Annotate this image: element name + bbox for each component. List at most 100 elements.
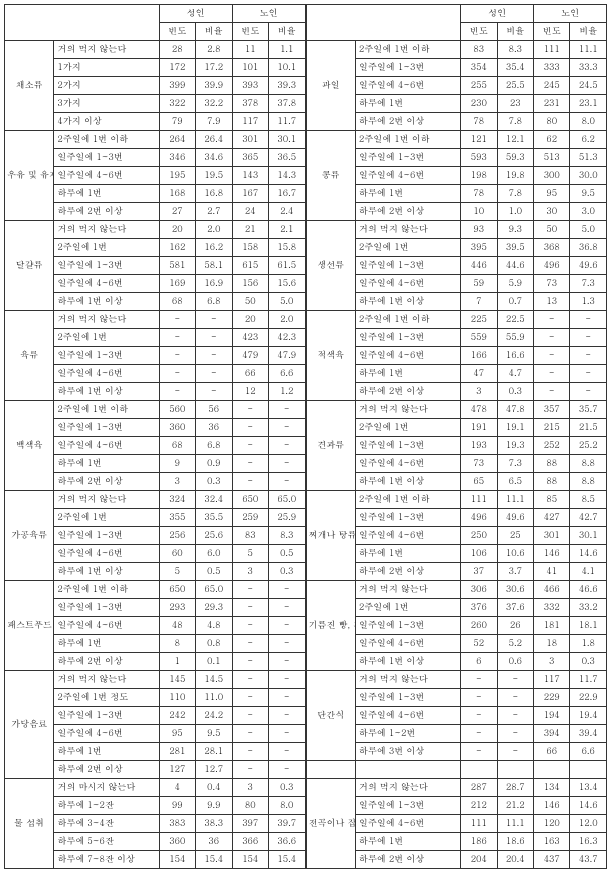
value-cell: 117 [232,113,268,131]
category-cell: 육류 [5,311,54,401]
value-cell: 154 [159,851,195,869]
row-label: 2주일에 1번 정도 [54,689,159,707]
value-cell: 50 [534,221,570,239]
row-label: 하루에 1번 이상 [54,563,159,581]
value-cell: 0.5 [196,563,232,581]
value-cell: - [159,365,195,383]
value-cell: - [570,329,607,347]
value-cell: 225 [461,311,497,329]
value-cell: 3 [534,653,570,671]
value-cell: 32.4 [196,491,232,509]
row-label: 거의 먹지 않는다 [54,221,159,239]
value-cell: 245 [534,77,570,95]
row-label: 하루에 1번 [355,365,460,383]
value-cell: 5 [232,545,268,563]
value-cell: 250 [461,527,497,545]
value-cell: 28.7 [497,779,533,797]
row-label: 하루에 2번 이상 [355,203,460,221]
value-cell: 281 [159,743,195,761]
row-label: 하루에 2번 이상 [355,563,460,581]
value-cell: 29.3 [196,599,232,617]
value-cell: - [461,743,497,761]
value-cell: 36.8 [570,239,607,257]
value-cell: - [232,437,268,455]
value-cell: 95 [534,185,570,203]
value-cell: 18.6 [497,833,533,851]
value-cell: 6 [461,653,497,671]
value-cell: 11.0 [196,689,232,707]
value-cell: 17.2 [196,59,232,77]
value-cell: 19.5 [196,167,232,185]
row-label: 2주일에 1번 [54,329,159,347]
value-cell: 231 [534,95,570,113]
row-label: 거의 먹지 않는다 [355,671,460,689]
value-cell: 0.5 [268,545,305,563]
value-cell: - [268,455,305,473]
value-cell: 5.2 [497,635,533,653]
blank-header [5,5,160,41]
ratio-header: 비율 [497,23,533,41]
value-cell: 65 [461,473,497,491]
row-label: 일주일에 1~3번 [355,437,460,455]
value-cell: 20 [232,311,268,329]
value-cell: - [159,347,195,365]
value-cell: 35.5 [196,509,232,527]
value-cell: 0.3 [268,779,305,797]
value-cell: 1.3 [570,293,607,311]
row-label: 하루에 2번 이상 [355,851,460,869]
value-cell: 1.0 [497,203,533,221]
value-cell: 16.7 [268,185,305,203]
value-cell: 1 [159,653,195,671]
value-cell: 2.4 [268,203,305,221]
value-cell: - [159,329,195,347]
value-cell: 11.1 [497,491,533,509]
value-cell: 30.0 [570,167,607,185]
row-label: 2주일에 1번 [54,509,159,527]
row-label: 2주일에 1번 이하 [355,311,460,329]
value-cell: - [268,599,305,617]
value-cell: 30.6 [497,581,533,599]
value-cell: 6.0 [196,545,232,563]
category-cell: 달걀류 [5,221,54,311]
value-cell: 395 [461,239,497,257]
value-cell: 7.8 [497,113,533,131]
value-cell: - [461,707,497,725]
value-cell: 193 [461,437,497,455]
value-cell: 8.8 [570,473,607,491]
value-cell: 52 [461,635,497,653]
freq-header: 빈도 [534,23,570,41]
value-cell: - [534,365,570,383]
value-cell: 93 [461,221,497,239]
value-cell: - [232,725,268,743]
value-cell: - [232,581,268,599]
value-cell: 80 [232,797,268,815]
row-label: 하루에 2번 이상 [54,761,159,779]
row-label: 하루에 2번 이상 [54,203,159,221]
value-cell: - [570,347,607,365]
value-cell: 50 [232,293,268,311]
left-table: 성인노인빈도비율빈도비율채소류거의 먹지 않는다282.8111.11가지172… [4,4,306,869]
row-label: 거의 먹지 않는다 [54,41,159,59]
value-cell: 25.2 [570,437,607,455]
value-cell: 73 [461,455,497,473]
value-cell: 169 [159,275,195,293]
value-cell: 1.8 [570,635,607,653]
row-label: 하루에 2번 이상 [355,383,460,401]
value-cell: 35.7 [570,401,607,419]
value-cell: 3 [461,383,497,401]
value-cell: 12.0 [570,815,607,833]
row-label: 일주일에 1~3번 [54,599,159,617]
value-cell: 44.6 [497,257,533,275]
value-cell: 393 [232,77,268,95]
value-cell: 145 [159,671,195,689]
value-cell: 181 [534,617,570,635]
value-cell: - [268,653,305,671]
value-cell: 355 [159,509,195,527]
value-cell: 3.0 [570,203,607,221]
elderly-header: 노인 [232,5,305,23]
value-cell: 4 [159,779,195,797]
value-cell: 300 [534,167,570,185]
value-cell: 8.0 [570,113,607,131]
value-cell: - [268,401,305,419]
value-cell: 39.5 [497,239,533,257]
